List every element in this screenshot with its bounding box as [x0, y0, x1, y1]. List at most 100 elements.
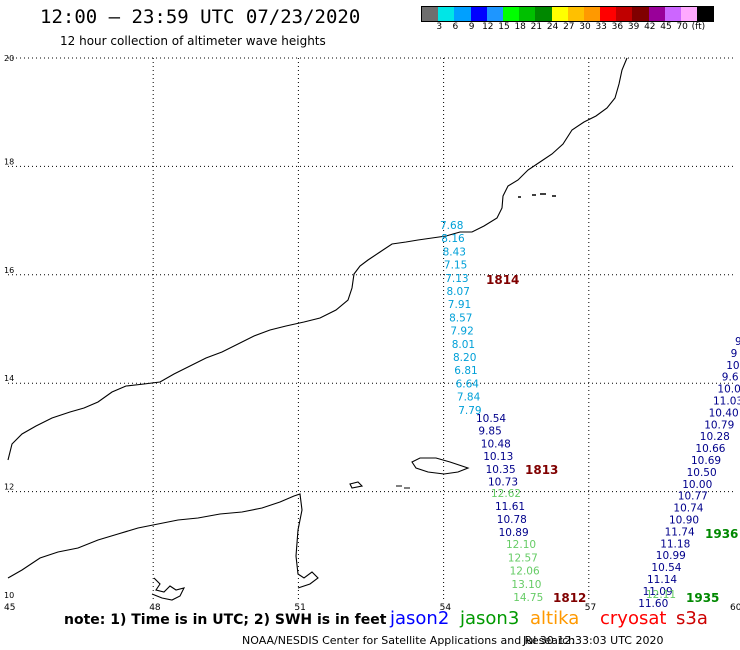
colorbar-label: 9 [468, 22, 475, 32]
wave-height-label: 6.64 [456, 378, 480, 390]
wave-height-label: 9.6 [722, 372, 739, 384]
credit-line: NOAA/NESDIS Center for Satellite Applica… [242, 634, 576, 647]
legend-jason2: jason2 [390, 608, 450, 629]
map-grid [8, 57, 734, 600]
pass-time-label: 1935 [686, 591, 719, 605]
colorbar-label: 24 [546, 22, 559, 32]
latitude-tick-label: 16 [4, 266, 14, 275]
wave-height-label: 10.00 [717, 384, 740, 396]
wave-height-label: 7.84 [457, 392, 481, 404]
wave-height-label: 12.62 [491, 488, 521, 500]
colorbar-label: 12 [482, 22, 494, 32]
wave-height-label: 8.43 [443, 246, 466, 258]
colorbar-label: (ft) [691, 22, 706, 32]
longitude-tick-label: 57 [585, 603, 596, 613]
wave-height-label: 9 [731, 348, 738, 360]
wave-height-label: 11.18 [660, 538, 690, 550]
legend-jason3: jason3 [460, 608, 520, 629]
colorbar-label: 15 [498, 22, 510, 32]
legend-cryosat: cryosat [600, 608, 667, 629]
wave-height-label: 11.14 [647, 574, 677, 586]
wave-height-label: 10.28 [700, 431, 730, 443]
colorbar-cell [519, 7, 536, 21]
wave-height-label: 10.99 [656, 550, 686, 562]
colorbar-cell [454, 7, 471, 21]
wave-height-label: 9 [735, 336, 740, 348]
footer-note: note: 1) Time is in UTC; 2) SWH is in fe… [64, 612, 387, 628]
wave-height-label: 10.89 [499, 527, 529, 539]
colorbar-label: 42 [644, 22, 656, 32]
pass-time-label: 1813 [525, 463, 558, 477]
wave-height-label: 6.81 [454, 365, 477, 377]
colorbar-cell [697, 7, 714, 21]
colorbar-cell [616, 7, 633, 21]
wave-height-label: 7.68 [440, 220, 463, 232]
pass-time-label: 1936 [705, 527, 738, 541]
wave-height-label: 11.61 [495, 501, 525, 513]
colorbar-cell [470, 7, 487, 21]
colorbar-label: 70 [676, 22, 688, 32]
colorbar-label: 21 [530, 22, 543, 32]
colorbar-label: 36 [611, 22, 624, 32]
wave-height-label: 13.10 [511, 579, 541, 591]
wave-height-label: 12.57 [508, 552, 538, 564]
latitude-tick-label: 12 [4, 483, 14, 492]
colorbar-label: 18 [514, 22, 526, 32]
longitude-tick-label: 54 [440, 603, 452, 613]
wave-height-label: 10.78 [497, 514, 527, 526]
colorbar-cell [681, 7, 698, 21]
wave-height-label: 8.16 [441, 233, 465, 245]
wave-height-label: 10.00 [682, 479, 712, 491]
colorbar-label: 6 [452, 22, 459, 32]
wave-height-label: 10.35 [486, 464, 516, 476]
wave-height-label: 11.03 [713, 396, 740, 408]
render-timestamp: Jul 30 12:33:03 UTC 2020 [523, 634, 664, 647]
colorbar-cell [551, 7, 568, 21]
latitude-tick-label: 18 [4, 157, 14, 166]
colorbar-label: 39 [627, 22, 640, 32]
colorbar-cell [486, 7, 503, 21]
latitude-tick-label: 20 [4, 54, 14, 63]
wave-height-label: 10.13 [483, 451, 513, 463]
longitude-tick-label: 60 [730, 603, 740, 613]
wave-height-label: 8.20 [453, 352, 476, 364]
wave-height-label: 7.13 [445, 273, 468, 285]
colorbar [421, 6, 715, 22]
island-small-2 [396, 485, 410, 489]
colorbar-label: 27 [563, 22, 575, 32]
page-subtitle: 12 hour collection of altimeter wave hei… [60, 34, 326, 48]
colorbar-cell [535, 7, 552, 21]
map-frame [8, 58, 734, 600]
wave-height-label: 7.79 [458, 405, 481, 417]
colorbar-label: 30 [579, 22, 591, 32]
latitude-tick-label: 10 [4, 591, 14, 600]
wave-height-label: 12.06 [510, 566, 540, 578]
legend-s3a: s3a [676, 608, 708, 629]
colorbar-cell [600, 7, 617, 21]
colorbar-label: 45 [660, 22, 672, 32]
island-small-1 [349, 481, 364, 489]
island-socotra [411, 457, 470, 475]
legend-altika: altika [530, 608, 580, 629]
coastline [7, 57, 628, 461]
colorbar-label: 33 [595, 22, 607, 32]
wave-height-label: 10.77 [678, 491, 708, 503]
wave-height-label: 10.73 [488, 477, 518, 489]
somali-coast-detail [151, 577, 186, 601]
colorbar-cell [502, 7, 520, 21]
wave-height-label: 10.50 [687, 467, 717, 479]
colorbar-cell [438, 7, 455, 21]
colorbar-cell [422, 7, 439, 21]
wave-height-label: 8.07 [447, 286, 470, 298]
colorbar-cell [567, 7, 584, 21]
island-small-3 [518, 193, 556, 198]
colorbar-labels: 3 6 9 12 15 18 21 24 27 30 33 36 39 42 45 70 (ft) [421, 22, 740, 34]
longitude-tick-label: 48 [149, 603, 161, 613]
wave-height-label: 10.74 [673, 503, 703, 515]
latitude-tick-label: 14 [4, 374, 14, 383]
colorbar-cell [664, 7, 681, 21]
wave-height-label: 12.10 [506, 539, 536, 551]
wave-height-label: 14.75 [513, 592, 543, 604]
wave-height-label: 8.57 [449, 312, 472, 324]
